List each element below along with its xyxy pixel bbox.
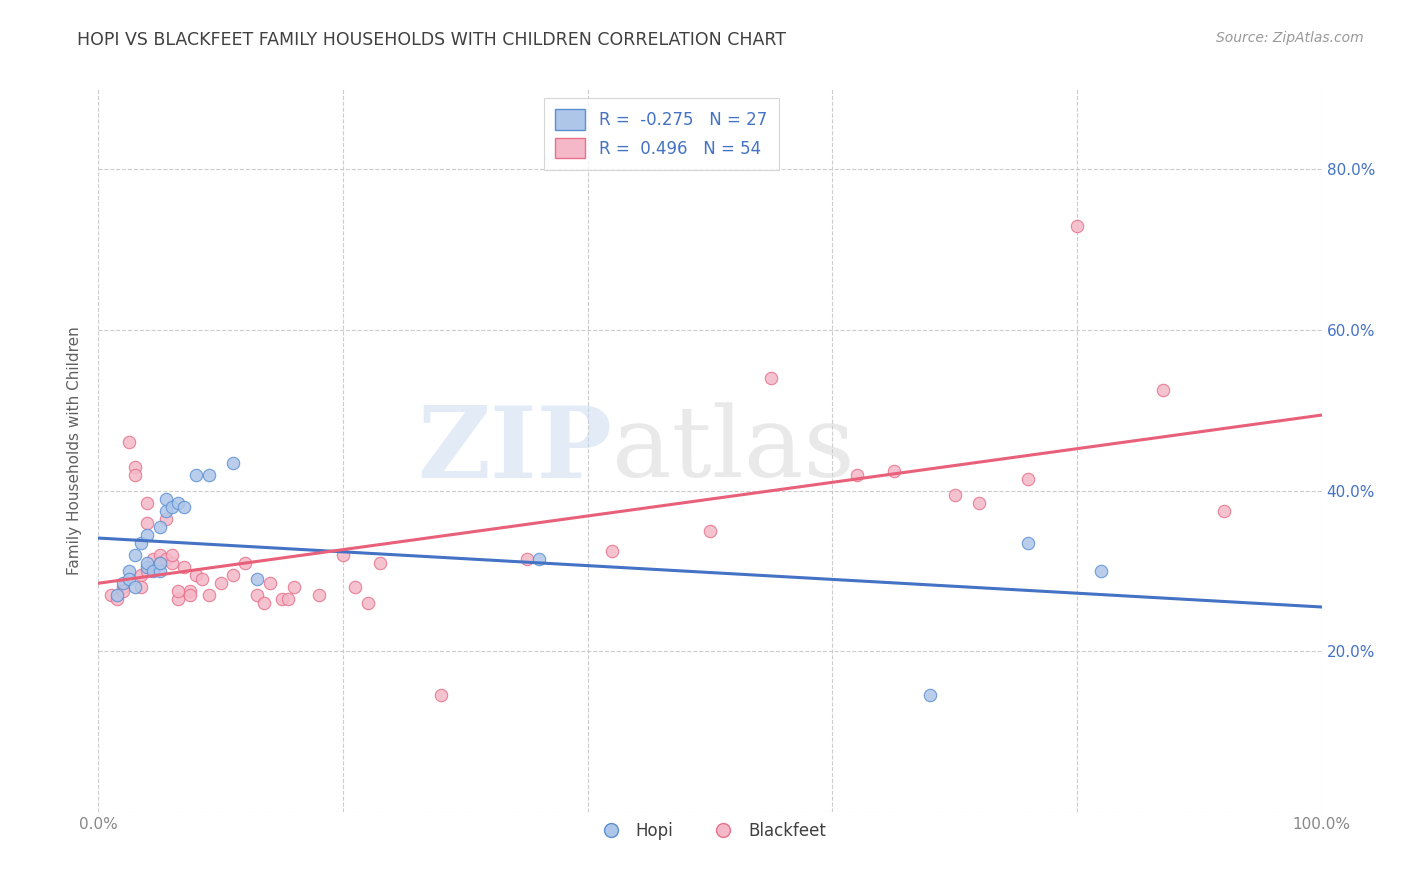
Point (149, 548, 172, 562)
Point (155, 551, 177, 566)
Point (761, 371, 783, 385)
Point (136, 560, 159, 574)
Point (845, 467, 868, 482)
Point (259, 576, 281, 591)
Point (920, 689, 942, 703)
Point (179, 588, 201, 602)
Point (277, 592, 299, 607)
Y-axis label: Family Households with Children: Family Households with Children (67, 326, 83, 574)
Point (209, 576, 232, 591)
Point (129, 535, 152, 549)
Point (155, 503, 177, 517)
Point (129, 580, 152, 594)
Point (430, 689, 453, 703)
Point (111, 583, 134, 598)
Point (1017, 535, 1039, 549)
Text: atlas: atlas (612, 402, 855, 499)
Point (283, 580, 305, 594)
Point (332, 548, 354, 562)
Point (155, 491, 177, 506)
Point (118, 435, 141, 450)
Text: HOPI VS BLACKFEET FAMILY HOUSEHOLDS WITH CHILDREN CORRELATION CHART: HOPI VS BLACKFEET FAMILY HOUSEHOLDS WITH… (77, 31, 786, 49)
Point (149, 564, 172, 578)
Point (167, 592, 190, 607)
Point (1152, 383, 1174, 397)
Point (197, 588, 219, 602)
Point (173, 500, 195, 514)
Point (149, 556, 172, 570)
Point (155, 511, 177, 525)
Point (179, 583, 201, 598)
Point (356, 596, 378, 610)
Point (136, 556, 159, 570)
Point (186, 467, 208, 482)
Point (246, 588, 269, 602)
Point (142, 551, 165, 566)
Point (111, 576, 134, 591)
Point (160, 548, 183, 562)
Point (699, 524, 721, 538)
Point (167, 583, 190, 598)
Point (136, 495, 159, 509)
Point (883, 464, 905, 478)
Point (344, 580, 367, 594)
Point (136, 564, 159, 578)
Point (1090, 564, 1112, 578)
Point (124, 580, 146, 594)
Point (1212, 503, 1234, 517)
Point (222, 455, 245, 469)
Point (118, 572, 141, 586)
Point (197, 467, 219, 482)
Point (600, 543, 623, 558)
Text: Source: ZipAtlas.com: Source: ZipAtlas.com (1216, 31, 1364, 45)
Point (160, 556, 183, 570)
Point (943, 487, 966, 501)
Point (246, 572, 269, 586)
Point (124, 459, 146, 474)
Point (111, 580, 134, 594)
Point (149, 556, 172, 570)
Point (270, 592, 294, 607)
Point (1066, 219, 1088, 233)
Point (129, 568, 152, 582)
Point (149, 519, 172, 533)
Point (160, 500, 183, 514)
Point (527, 551, 550, 566)
Point (222, 568, 245, 582)
Legend: Hopi, Blackfeet: Hopi, Blackfeet (588, 815, 832, 847)
Point (100, 588, 122, 602)
Point (105, 592, 128, 607)
Point (186, 568, 208, 582)
Point (124, 467, 146, 482)
Point (173, 560, 195, 574)
Point (308, 588, 330, 602)
Point (136, 527, 159, 541)
Point (967, 495, 990, 509)
Point (167, 495, 190, 509)
Point (136, 516, 159, 530)
Point (124, 548, 146, 562)
Point (142, 564, 165, 578)
Point (233, 556, 256, 570)
Text: ZIP: ZIP (418, 402, 612, 499)
Point (1017, 471, 1039, 485)
Point (118, 564, 141, 578)
Point (368, 556, 391, 570)
Point (191, 572, 214, 586)
Point (252, 596, 274, 610)
Point (515, 551, 537, 566)
Point (105, 588, 128, 602)
